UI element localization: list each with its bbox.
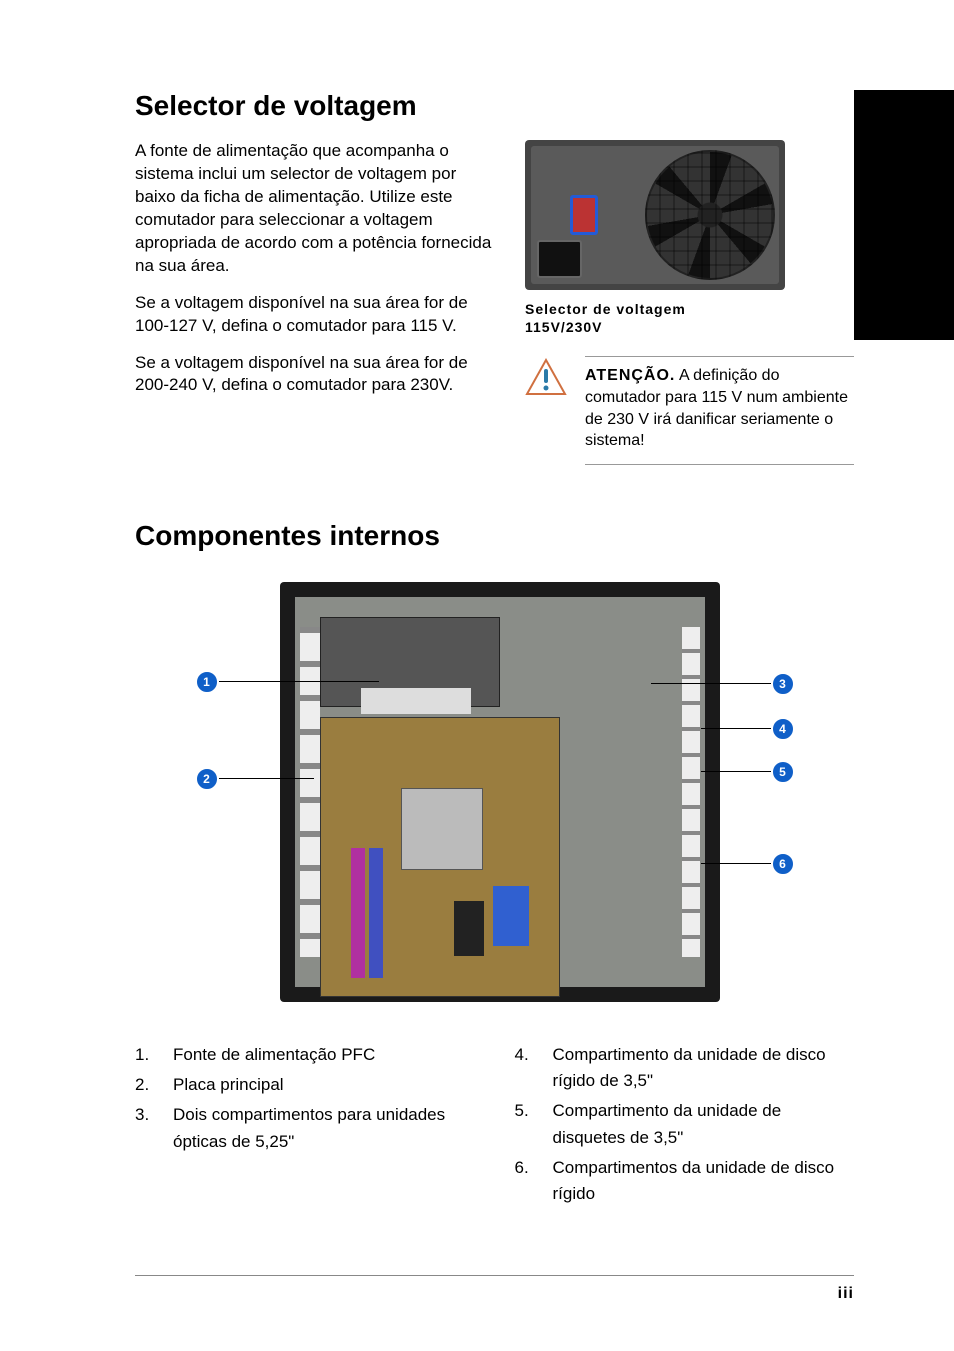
legend-text: Compartimento da unidade de disquetes de…: [553, 1098, 855, 1151]
callout-line: [651, 683, 771, 684]
section-title: Componentes internos: [135, 520, 854, 552]
legend-text: Compartimentos da unidade de disco rígid…: [553, 1155, 855, 1208]
legend-column: 1. Fonte de alimentação PFC 2. Placa princi…: [135, 1042, 475, 1212]
callout-6: 6: [701, 852, 795, 876]
paragraph: A fonte de alimentação que acompanha o s…: [135, 140, 495, 278]
callout-2: 2: [195, 767, 314, 791]
psu-photo: [525, 140, 785, 290]
legend-text: Dois compartimentos para unidades óptica…: [173, 1102, 475, 1155]
note-box: ATENÇÃO. A definição do comutador para 1…: [585, 356, 854, 464]
callout-line: [701, 728, 771, 729]
paragraph: Se a voltagem disponível na sua área for…: [135, 352, 495, 398]
legend-item: 1. Fonte de alimentação PFC: [135, 1042, 475, 1068]
image-column: Selector de voltagem 115V/230V ATENÇÃO. …: [525, 140, 854, 465]
legend-number: 4.: [515, 1042, 535, 1095]
voltage-section: A fonte de alimentação que acompanha o s…: [135, 140, 854, 465]
page: Selector de voltagem A fonte de alimenta…: [0, 0, 954, 1351]
legend-column: 4. Compartimento da unidade de disco rígi…: [515, 1042, 855, 1212]
legend: 1. Fonte de alimentação PFC 2. Placa princi…: [135, 1042, 854, 1212]
note-label: ATENÇÃO.: [585, 367, 675, 384]
warning-icon: [525, 358, 567, 396]
callout-number: 3: [771, 672, 795, 696]
callout-line: [219, 681, 379, 682]
footer-rule: [135, 1275, 854, 1276]
callout-4: 4: [701, 717, 795, 741]
callout-3: 3: [651, 672, 795, 696]
legend-number: 1.: [135, 1042, 155, 1068]
section-title: Selector de voltagem: [135, 90, 854, 122]
side-tab: [854, 90, 954, 340]
legend-item: 3. Dois compartimentos para unidades ópti…: [135, 1102, 475, 1155]
paragraph: Se a voltagem disponível na sua área for…: [135, 292, 495, 338]
legend-number: 3.: [135, 1102, 155, 1155]
caption-line: Selector de voltagem: [525, 301, 686, 317]
case-photo: [280, 582, 720, 1002]
psu-caption: Selector de voltagem 115V/230V: [525, 300, 854, 336]
legend-text: Placa principal: [173, 1072, 284, 1098]
callout-number: 5: [771, 760, 795, 784]
legend-item: 2. Placa principal: [135, 1072, 475, 1098]
callout-number: 6: [771, 852, 795, 876]
callout-5: 5: [701, 760, 795, 784]
internals-diagram: 1 2 3 4 5 6: [175, 582, 815, 1012]
caption-line: 115V/230V: [525, 319, 603, 335]
callout-line: [701, 863, 771, 864]
warning-note: ATENÇÃO. A definição do comutador para 1…: [525, 356, 854, 464]
legend-number: 5.: [515, 1098, 535, 1151]
page-number: iii: [838, 1285, 854, 1303]
callout-1: 1: [195, 670, 379, 694]
legend-text: Fonte de alimentação PFC: [173, 1042, 375, 1068]
legend-item: 6. Compartimentos da unidade de disco ríg…: [515, 1155, 855, 1208]
callout-number: 4: [771, 717, 795, 741]
legend-text: Compartimento da unidade de disco rígido…: [553, 1042, 855, 1095]
legend-item: 4. Compartimento da unidade de disco rígi…: [515, 1042, 855, 1095]
text-column: A fonte de alimentação que acompanha o s…: [135, 140, 495, 411]
legend-number: 2.: [135, 1072, 155, 1098]
legend-number: 6.: [515, 1155, 535, 1208]
callout-line: [219, 778, 314, 779]
callout-number: 2: [195, 767, 219, 791]
callout-line: [701, 771, 771, 772]
legend-item: 5. Compartimento da unidade de disquetes …: [515, 1098, 855, 1151]
callout-number: 1: [195, 670, 219, 694]
